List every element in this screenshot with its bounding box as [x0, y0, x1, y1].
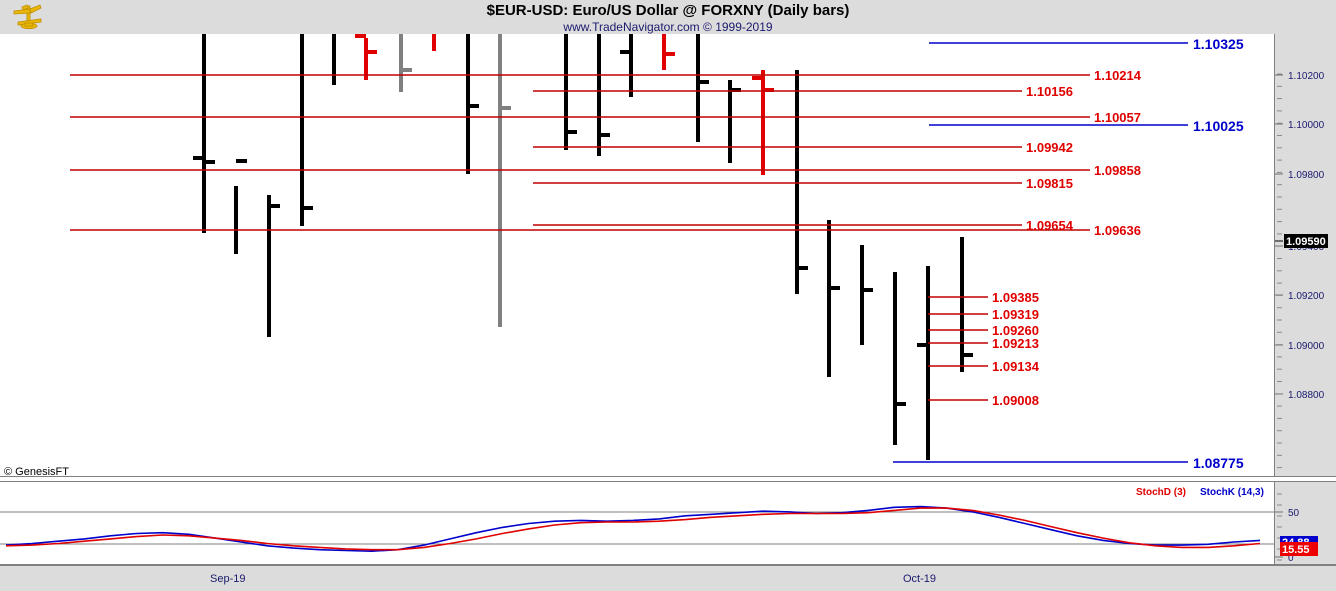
- ohlc-bar: [696, 34, 709, 142]
- ohlc-bar: [795, 70, 808, 294]
- red-level-label: 1.09319: [992, 307, 1039, 322]
- stochastic-pane[interactable]: StochD (3) StochK (14,3): [0, 481, 1275, 565]
- red-level-label: 1.09213: [992, 336, 1039, 351]
- ohlc-bar: [466, 34, 479, 174]
- ohlc-bar: [752, 70, 774, 175]
- surveyor-transit-logo-icon: [13, 4, 42, 29]
- ohlc-bar: [267, 195, 280, 337]
- date-axis[interactable]: Sep-19 Oct-19: [0, 565, 1336, 591]
- svg-text:1.09590: 1.09590: [1286, 236, 1326, 248]
- ohlc-bar: [193, 34, 215, 233]
- price-pane[interactable]: 1.10214 1.10156 1.10057 1.09942 1.09858 1.098…: [0, 34, 1275, 477]
- blue-level-label: 1.10325: [1193, 36, 1244, 52]
- svg-text:15.55: 15.55: [1282, 544, 1310, 556]
- ohlc-bar: [620, 34, 633, 97]
- ohlc-bar: [827, 220, 840, 377]
- ohlc-bar: [355, 34, 377, 80]
- price-axis-label: 1.08800: [1288, 390, 1325, 401]
- blue-level-label: 1.10025: [1193, 118, 1244, 134]
- level-labels-layer: 1.10214 1.10156 1.10057 1.09942 1.09858 1.098…: [992, 36, 1244, 471]
- red-level-label: 1.09008: [992, 393, 1039, 408]
- ohlc-bar: [399, 34, 412, 92]
- blue-level-label: 1.08775: [1193, 455, 1244, 471]
- red-level-label: 1.09260: [992, 323, 1039, 338]
- stochastic-plot: StochD (3) StochK (14,3): [0, 487, 1274, 553]
- blue-level-lines-layer: [893, 42, 1188, 463]
- red-level-label: 1.10156: [1026, 84, 1073, 99]
- ohlc-bar: [234, 159, 247, 254]
- ohlc-bar: [662, 34, 675, 70]
- red-level-label: 1.09636: [1094, 223, 1141, 238]
- price-axis-label: 1.09800: [1288, 170, 1325, 181]
- ohlc-bar: [564, 34, 577, 150]
- date-label-sep: Sep-19: [210, 573, 245, 585]
- price-axis-ticks: 1.102001.100001.098001.094001.092001.090…: [1275, 71, 1328, 469]
- price-axis-label: 1.10000: [1288, 120, 1325, 131]
- stoch-d-legend-label: StochD (3): [1136, 487, 1186, 498]
- page-title: $EUR-USD: Euro/US Dollar @ FORXNY (Daily…: [486, 2, 850, 19]
- red-level-label: 1.09654: [1026, 218, 1074, 233]
- price-axis-label: 1.09000: [1288, 341, 1325, 352]
- ohlc-bar: [300, 34, 313, 226]
- red-level-lines-layer: [70, 74, 1090, 401]
- red-level-label: 1.09134: [992, 359, 1040, 374]
- ohlc-bars-layer: [193, 34, 973, 460]
- ohlc-bar: [728, 80, 741, 163]
- ohlc-bar: [960, 237, 973, 372]
- stochastic-axis[interactable]: 50024.8815.55: [1275, 481, 1336, 565]
- stoch-axis-label: 50: [1288, 508, 1300, 519]
- stochastic-line: [5, 505, 1261, 553]
- ohlc-bar: [917, 266, 930, 460]
- stochastic-axis-ticks: 50024.8815.55: [1275, 493, 1318, 564]
- red-level-label: 1.10214: [1094, 68, 1142, 83]
- stoch-axis-label: 0: [1288, 553, 1294, 564]
- price-axis-label: 1.09200: [1288, 291, 1325, 302]
- stochastic-series-layer: [5, 505, 1261, 553]
- red-level-label: 1.10057: [1094, 110, 1141, 125]
- date-axis-labels: Sep-19 Oct-19: [210, 573, 936, 585]
- price-plot: 1.10214 1.10156 1.10057 1.09942 1.09858 1.098…: [70, 34, 1244, 471]
- stoch-k-legend-label: StochK (14,3): [1200, 487, 1264, 498]
- ohlc-bar: [498, 34, 511, 327]
- genesis-copyright: © GenesisFT: [4, 466, 69, 478]
- red-level-label: 1.09942: [1026, 140, 1073, 155]
- chart-subtitle: www.TradeNavigator.com © 1999-2019: [563, 20, 773, 34]
- red-level-label: 1.09815: [1026, 176, 1073, 191]
- ohlc-bar: [597, 34, 610, 156]
- price-axis[interactable]: 1.102001.100001.098001.094001.092001.090…: [1275, 34, 1336, 477]
- chart-header: $EUR-USD: Euro/US Dollar @ FORXNY (Daily…: [0, 0, 1336, 34]
- red-level-label: 1.09385: [992, 290, 1039, 305]
- ohlc-bar: [860, 245, 873, 345]
- stochastic-line: [5, 507, 1261, 551]
- last-price-tag: 1.09590: [1275, 234, 1328, 248]
- ohlc-bar: [893, 272, 906, 445]
- stoch-d-value-tag: 15.55: [1280, 542, 1318, 556]
- price-axis-label: 1.10200: [1288, 71, 1325, 82]
- date-label-oct: Oct-19: [903, 573, 936, 585]
- red-level-label: 1.09858: [1094, 163, 1141, 178]
